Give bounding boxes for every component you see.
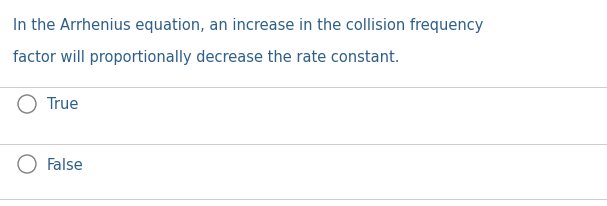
Text: True: True <box>47 97 78 112</box>
Text: In the Arrhenius equation, an increase in the collision frequency: In the Arrhenius equation, an increase i… <box>13 18 483 33</box>
Text: False: False <box>47 157 84 172</box>
Text: factor will proportionally decrease the rate constant.: factor will proportionally decrease the … <box>13 50 399 65</box>
